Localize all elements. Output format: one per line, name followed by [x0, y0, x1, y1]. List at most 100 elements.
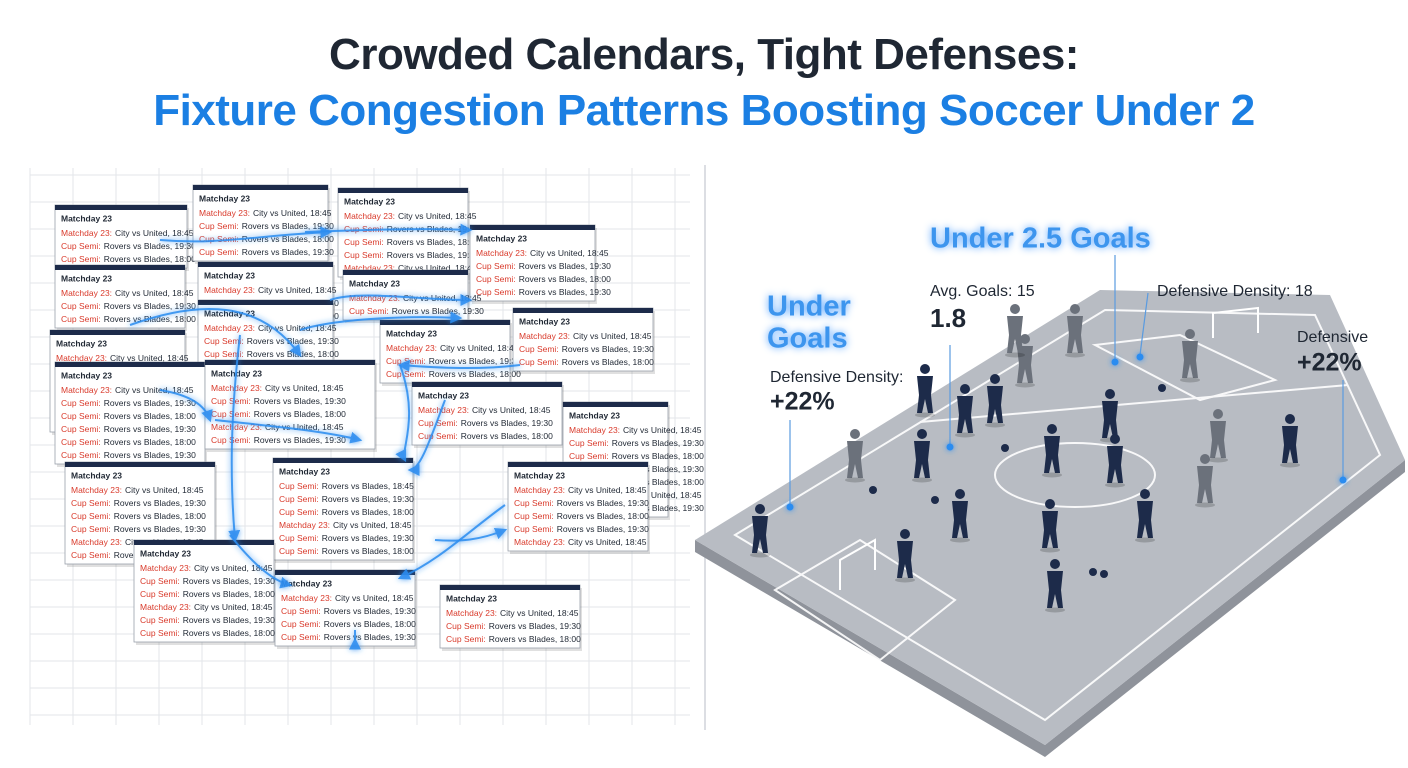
row-text: Rovers vs Blades, 18:00	[322, 546, 414, 556]
flow-arrows	[129, 223, 521, 650]
player-shadow	[845, 477, 865, 483]
row-tag: Cup Semi:	[279, 494, 319, 504]
player	[1180, 329, 1200, 383]
card-header-bar	[134, 540, 274, 545]
flow-arrow	[228, 334, 241, 543]
player-body	[1007, 316, 1023, 353]
flow-arrow	[434, 527, 508, 542]
row-tag: Cup Semi:	[61, 314, 101, 324]
card-header-bar	[380, 320, 510, 325]
player	[1208, 409, 1228, 463]
player-head	[1285, 414, 1295, 424]
row-tag: Matchday 23:	[61, 228, 112, 238]
left-label: Defensive Density:	[770, 369, 903, 386]
flow-arrow	[299, 311, 463, 331]
player-body	[752, 516, 768, 553]
row-text: Rovers vs Blades, 19:30	[104, 241, 196, 251]
fixture-card: Matchday 23 Matchday 23: City vs United, 1…	[512, 307, 655, 374]
card-row: Cup Semi:Rovers vs Blades, 19:30	[211, 396, 346, 406]
card-row: Cup Semi:Rovers vs Blades, 19:30	[349, 306, 484, 316]
left-title: Under	[767, 291, 851, 323]
card-row: Cup Semi:Rovers vs Blades, 18:00	[61, 437, 196, 447]
card-row: Cup Semi:Rovers vs Blades, 18:00	[140, 628, 275, 638]
card-body	[337, 187, 469, 278]
card-title: Matchday 23	[199, 193, 250, 203]
row-text: Rovers vs Blades, 18:00	[114, 511, 206, 521]
row-text: City vs United, 18:45	[335, 593, 414, 603]
right-value: +22%	[1297, 349, 1362, 377]
fixture-card: Matchday 23 Matchday 23: City vs United, 1…	[411, 381, 564, 448]
row-tag: Cup Semi:	[514, 524, 554, 534]
row-text: Rovers vs Blades, 18:00	[247, 349, 339, 359]
row-tag: Cup Semi:	[279, 507, 319, 517]
card-row: Cup Semi:Rovers vs Blades, 19:30	[61, 398, 196, 408]
player-shadow	[1040, 547, 1060, 553]
card-row: Cup Semi:Rovers vs Blades, 19:30	[519, 344, 654, 354]
row-tag: Cup Semi:	[476, 261, 516, 271]
player	[1105, 434, 1125, 488]
ball	[1001, 444, 1009, 452]
card-row: Cup Semi:Rovers vs Blades, 19:30	[281, 606, 416, 616]
fixture-card: Matchday 23 Matchday 23: City vs United, 1…	[192, 184, 334, 264]
card-header-bar	[513, 308, 653, 313]
card-title: Matchday 23	[514, 470, 565, 480]
row-tag: Cup Semi:	[519, 344, 559, 354]
card-row: Cup Semi:Rovers vs Blades, 18:00	[344, 237, 479, 247]
card-header-bar	[412, 382, 562, 387]
card-title: Matchday 23	[56, 338, 107, 348]
player-shadow	[1042, 472, 1062, 478]
player-head	[917, 429, 927, 439]
flow-arrow	[395, 364, 411, 463]
card-header-bar	[508, 462, 648, 467]
card-header-bar	[470, 225, 595, 230]
left-value: +22%	[770, 388, 835, 416]
player	[950, 489, 970, 543]
player	[915, 364, 935, 418]
row-tag: Matchday 23:	[211, 422, 262, 432]
row-tag: Cup Semi:	[446, 621, 486, 631]
row-tag: Cup Semi:	[71, 524, 111, 534]
row-text: City vs United, 18:45	[568, 485, 647, 495]
row-tag: Cup Semi:	[344, 237, 384, 247]
player-body	[1044, 436, 1060, 473]
row-text: Rovers vs Blades, 18:00	[104, 411, 196, 421]
player-head	[1105, 389, 1115, 399]
player	[1042, 424, 1062, 478]
row-tag: Matchday 23:	[279, 520, 330, 530]
row-tag: Cup Semi:	[140, 576, 180, 586]
card-title: Matchday 23	[204, 270, 255, 280]
player-head	[1185, 329, 1195, 339]
flow-arrow	[159, 226, 333, 243]
card-row: Matchday 23:City vs United, 18:45	[344, 211, 477, 221]
flow-arrow	[304, 223, 473, 236]
player-body	[897, 541, 913, 578]
card-row: Matchday 23:City vs United, 18:45	[61, 385, 194, 395]
density-label: Defensive Density: 18	[1157, 283, 1313, 300]
ball	[1100, 570, 1108, 578]
row-tag: Cup Semi:	[279, 546, 319, 556]
row-tag: Matchday 23:	[56, 353, 107, 363]
row-tag: Cup Semi:	[281, 619, 321, 629]
player-body	[957, 396, 973, 433]
row-text: City vs United, 18:45	[573, 331, 652, 341]
card-body	[274, 569, 416, 647]
row-tag: Matchday 23:	[204, 285, 255, 295]
player-head	[1020, 334, 1030, 344]
player-body	[1102, 401, 1118, 438]
player-shadow	[1135, 537, 1155, 543]
card-row: Cup Semi:Rovers vs Blades, 18:00	[61, 411, 196, 421]
card-row: Cup Semi:Rovers vs Blades, 19:30	[476, 261, 611, 271]
row-tag: Cup Semi:	[514, 511, 554, 521]
player	[1045, 559, 1065, 613]
card-row: Cup Semi:Rovers vs Blades, 19:30	[446, 621, 581, 631]
row-text: Rovers vs Blades, 19:30	[392, 306, 484, 316]
player-body	[1107, 446, 1123, 483]
row-text: Rovers vs Blades, 19:30	[322, 533, 414, 543]
card-header-bar	[65, 462, 215, 467]
card-row: Cup Semi:Rovers vs Blades, 18:00	[279, 546, 414, 556]
card-header-bar	[440, 585, 580, 590]
row-text: Rovers vs Blades, 18:00	[612, 477, 704, 487]
card-title: Matchday 23	[61, 213, 112, 223]
row-text: City vs United, 18:45	[115, 288, 194, 298]
card-row: Matchday 23:City vs United, 18:45	[514, 485, 647, 495]
